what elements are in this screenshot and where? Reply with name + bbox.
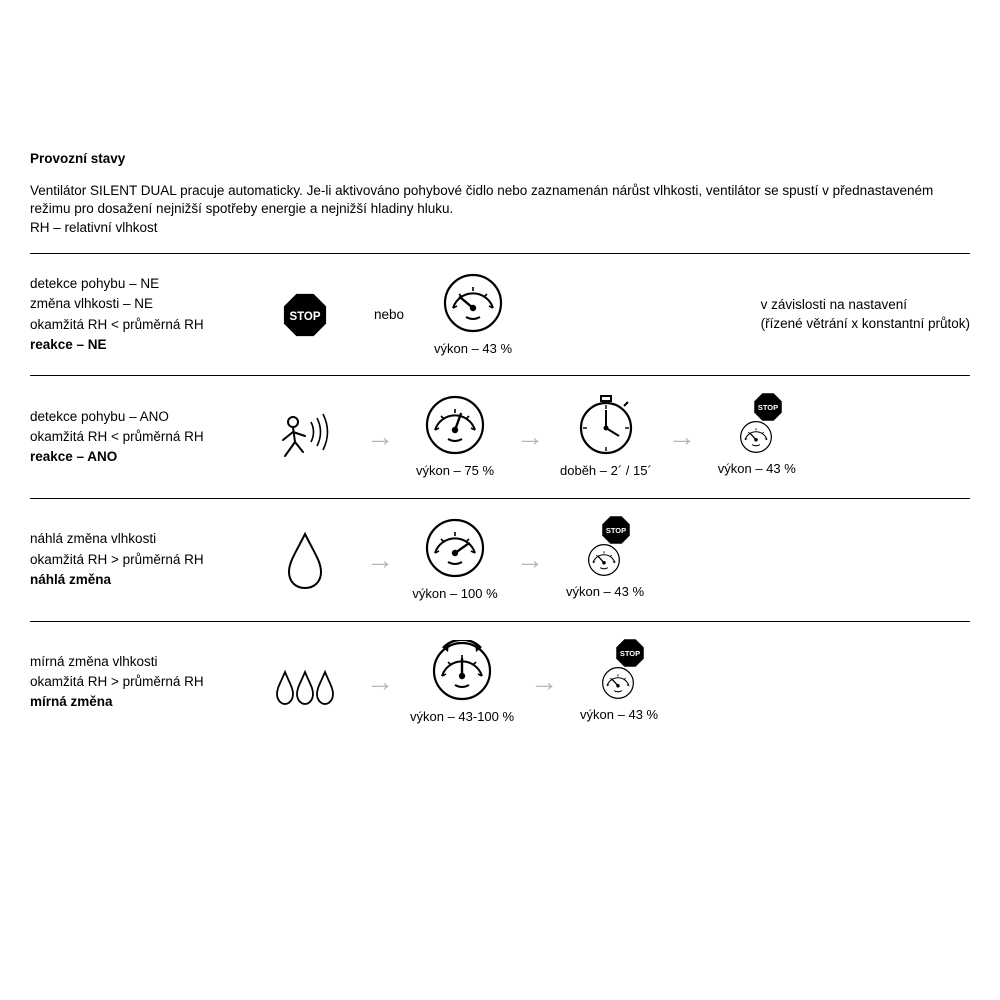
arrow-icon: → xyxy=(510,418,550,456)
state-row: náhlá změna vlhkostiokamžitá RH > průměr… xyxy=(30,499,970,621)
conditions-block: náhlá změna vlhkostiokamžitá RH > průměr… xyxy=(30,529,260,590)
condition-line: okamžitá RH < průměrná RH xyxy=(30,315,260,335)
condition-line: mírná změna xyxy=(30,692,260,712)
stop-icon xyxy=(282,292,328,338)
step-caption: výkon – 75 % xyxy=(416,462,494,480)
drop-icon xyxy=(277,528,333,592)
condition-line: reakce – NE xyxy=(30,335,260,355)
motion-icon xyxy=(273,411,337,463)
conditions-block: mírná změna vlhkostiokamžitá RH > průměr… xyxy=(30,652,260,713)
flow-step xyxy=(260,292,350,338)
stop-gauge-icon xyxy=(575,519,635,577)
arrow-icon: → xyxy=(662,418,702,456)
condition-line: změna vlhkosti – NE xyxy=(30,294,260,314)
arrow-icon: → xyxy=(360,418,400,456)
arrow-icon: → xyxy=(360,541,400,579)
gauge-var-icon xyxy=(431,640,493,702)
stop-gauge-icon xyxy=(589,642,649,700)
section-heading: Provozní stavy xyxy=(30,150,970,168)
timer-icon xyxy=(575,394,637,456)
arrow-icon: → xyxy=(524,663,564,701)
intro-text: Ventilátor SILENT DUAL pracuje automatic… xyxy=(30,182,970,237)
step-caption: výkon – 43 % xyxy=(434,340,512,358)
step-caption: výkon – 43-100 % xyxy=(410,708,514,726)
flow-step: výkon – 43 % xyxy=(712,396,802,478)
state-row: mírná změna vlhkostiokamžitá RH > průměr… xyxy=(30,622,970,744)
arrow-icon: → xyxy=(510,541,550,579)
condition-line: okamžitá RH < průměrná RH xyxy=(30,427,260,447)
condition-line: okamžitá RH > průměrná RH xyxy=(30,672,260,692)
flow-step: doběh – 2´ / 15´ xyxy=(560,394,652,480)
condition-line: náhlá změna vlhkosti xyxy=(30,529,260,549)
gauge-high-icon xyxy=(424,517,486,579)
flow-step xyxy=(260,411,350,463)
step-caption: výkon – 43 % xyxy=(580,706,658,724)
condition-line: reakce – ANO xyxy=(30,447,260,467)
condition-line: náhlá změna xyxy=(30,570,260,590)
stop-gauge-icon xyxy=(727,396,787,454)
flow-step: výkon – 100 % xyxy=(410,517,500,603)
condition-line: okamžitá RH > průměrná RH xyxy=(30,550,260,570)
flow-step: výkon – 43-100 % xyxy=(410,640,514,726)
step-caption: výkon – 100 % xyxy=(412,585,497,603)
flow-step: výkon – 43 % xyxy=(560,519,650,601)
flow-step xyxy=(260,528,350,592)
arrow-icon: → xyxy=(360,663,400,701)
flow-step: výkon – 75 % xyxy=(410,394,500,480)
flow: → výkon – 100 % → výkon – 43 % xyxy=(260,517,970,603)
gauge-low-icon xyxy=(442,272,504,334)
side-note: v závislosti na nastavení (řízené větrán… xyxy=(761,296,970,334)
flow-step xyxy=(260,654,350,710)
condition-line: mírná změna vlhkosti xyxy=(30,652,260,672)
flow-step: výkon – 43 % xyxy=(574,642,664,724)
conditions-block: detekce pohybu – NEzměna vlhkosti – NEok… xyxy=(30,274,260,355)
flow: nebo výkon – 43 % xyxy=(260,272,701,358)
gauge-mid-icon xyxy=(424,394,486,456)
or-label: nebo xyxy=(360,306,418,324)
conditions-block: detekce pohybu – ANOokamžitá RH < průměr… xyxy=(30,407,260,468)
step-caption: výkon – 43 % xyxy=(718,460,796,478)
condition-line: detekce pohybu – ANO xyxy=(30,407,260,427)
drops3-icon xyxy=(273,654,337,710)
state-row: detekce pohybu – ANOokamžitá RH < průměr… xyxy=(30,376,970,498)
condition-line: detekce pohybu – NE xyxy=(30,274,260,294)
state-row: detekce pohybu – NEzměna vlhkosti – NEok… xyxy=(30,254,970,376)
flow: → výkon – 43-100 % → výkon – 43 % xyxy=(260,640,970,726)
flow-step: výkon – 43 % xyxy=(428,272,518,358)
step-caption: doběh – 2´ / 15´ xyxy=(560,462,652,480)
flow: → výkon – 75 % → doběh – 2´ / 15´ → výkon – 4… xyxy=(260,394,970,480)
step-caption: výkon – 43 % xyxy=(566,583,644,601)
